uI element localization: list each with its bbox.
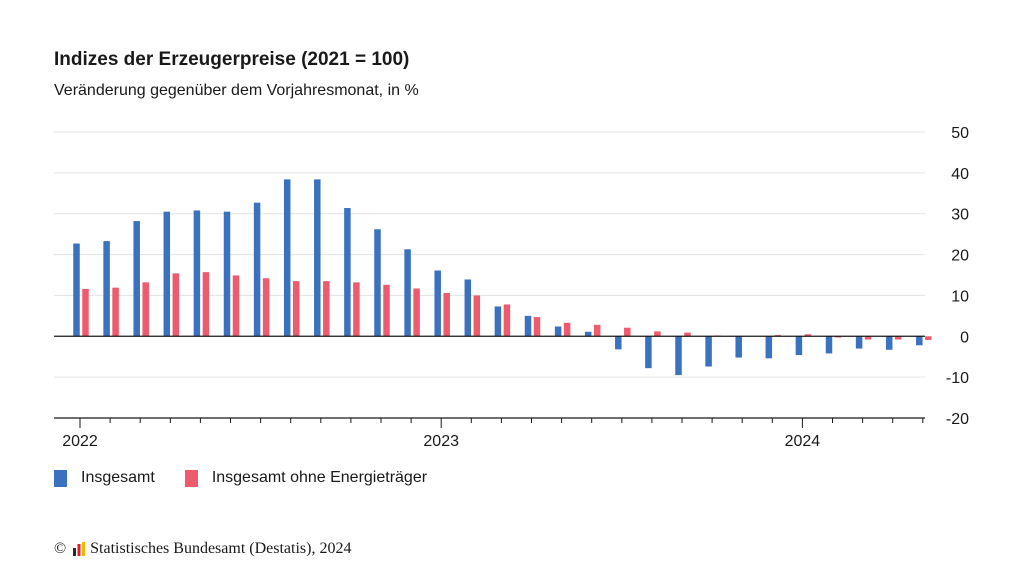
- bar-insgesamt-2023-08[interactable]: [645, 336, 652, 369]
- bar-ohne-energie-2024-04[interactable]: [894, 336, 902, 340]
- destatis-logo-icon: [73, 542, 86, 556]
- y-tick-label: -20: [946, 411, 969, 428]
- legend-swatch-insgesamt: [54, 469, 67, 487]
- bar-chart: 50 40 30 20 10 0 -10 -20 2022 2023 2024: [54, 125, 969, 450]
- bar-ohne-energie-2022-06[interactable]: [232, 275, 240, 337]
- source-footer: © Statistisches Bundesamt (Destatis), 20…: [54, 540, 351, 558]
- grid-lines: [54, 131, 925, 378]
- bar-insgesamt-2022-12[interactable]: [404, 249, 411, 337]
- bar-insgesamt-2024-05[interactable]: [916, 336, 923, 346]
- axes: 50 40 30 20 10 0 -10 -20 2022 2023 2024: [54, 125, 969, 450]
- bar-ohne-energie-2022-03[interactable]: [142, 282, 149, 337]
- bar-insgesamt-2023-02[interactable]: [464, 279, 472, 337]
- bar-insgesamt-2022-08[interactable]: [283, 179, 291, 337]
- bar-ohne-energie-2023-09[interactable]: [684, 332, 691, 337]
- bar-insgesamt-2022-06[interactable]: [223, 211, 231, 337]
- y-tick-label: 10: [951, 288, 969, 305]
- bar-insgesamt-2023-06[interactable]: [584, 331, 592, 337]
- y-tick-label: 20: [951, 248, 969, 265]
- bar-insgesamt-2022-09[interactable]: [314, 179, 321, 337]
- bar-insgesamt-2023-01[interactable]: [434, 270, 441, 337]
- bar-ohne-energie-2023-12[interactable]: [774, 335, 782, 337]
- bar-insgesamt-2022-10[interactable]: [344, 207, 351, 337]
- y-tick-label: 50: [951, 125, 969, 142]
- bar-ohne-energie-2022-04[interactable]: [172, 273, 180, 337]
- bar-insgesamt-2023-10[interactable]: [705, 336, 712, 367]
- legend-item-insgesamt[interactable]: Insgesamt: [54, 469, 155, 487]
- bar-ohne-energie-2024-03[interactable]: [864, 336, 872, 340]
- bar-insgesamt-2022-11[interactable]: [374, 229, 381, 337]
- legend: Insgesamt Insgesamt ohne Energieträger: [54, 469, 457, 487]
- x-year-label: 2024: [785, 433, 821, 450]
- bar-insgesamt-2022-03[interactable]: [133, 221, 140, 337]
- bar-insgesamt-2022-01[interactable]: [73, 243, 80, 337]
- chart-subtitle: Veränderung gegenüber dem Vorjahresmonat…: [54, 82, 419, 99]
- y-tick-label: 40: [951, 166, 969, 183]
- bar-ohne-energie-2022-12[interactable]: [413, 288, 420, 337]
- bars: [73, 179, 932, 376]
- bar-ohne-energie-2023-01[interactable]: [443, 292, 450, 337]
- bar-ohne-energie-2024-01[interactable]: [804, 334, 812, 337]
- legend-label-insgesamt: Insgesamt: [81, 469, 155, 486]
- bar-ohne-energie-2022-01[interactable]: [82, 288, 89, 337]
- bar-ohne-energie-2024-02[interactable]: [834, 336, 842, 338]
- bar-insgesamt-2023-04[interactable]: [524, 315, 532, 337]
- bar-ohne-energie-2023-06[interactable]: [593, 324, 601, 337]
- bar-ohne-energie-2024-05[interactable]: [925, 336, 932, 340]
- bar-ohne-energie-2023-03[interactable]: [503, 304, 511, 337]
- bar-insgesamt-2022-07[interactable]: [253, 202, 261, 337]
- bar-insgesamt-2023-09[interactable]: [675, 336, 682, 376]
- bar-insgesamt-2023-03[interactable]: [494, 306, 502, 337]
- y-tick-label: 0: [960, 329, 969, 346]
- bar-insgesamt-2024-04[interactable]: [885, 336, 893, 350]
- bar-insgesamt-2022-04[interactable]: [163, 211, 171, 337]
- legend-item-ohne-energie[interactable]: Insgesamt ohne Energieträger: [184, 469, 428, 487]
- bar-insgesamt-2023-12[interactable]: [765, 336, 773, 359]
- bar-insgesamt-2023-11[interactable]: [735, 336, 742, 358]
- chart-title: Indizes der Erzeugerpreise (2021 = 100): [54, 49, 410, 70]
- x-year-label: 2023: [423, 433, 459, 450]
- copyright-symbol: ©: [54, 540, 67, 557]
- source-text: Statistisches Bundesamt (Destatis), 2024: [90, 540, 352, 557]
- legend-swatch-ohne-energie: [184, 469, 198, 487]
- bar-ohne-energie-2023-07[interactable]: [624, 327, 631, 337]
- bar-ohne-energie-2023-04[interactable]: [533, 317, 541, 337]
- bar-insgesamt-2023-07[interactable]: [615, 336, 622, 350]
- bar-ohne-energie-2023-02[interactable]: [473, 295, 481, 337]
- bar-ohne-energie-2022-02[interactable]: [112, 287, 119, 337]
- x-year-label: 2022: [62, 433, 98, 450]
- bar-ohne-energie-2022-05[interactable]: [202, 272, 210, 337]
- bar-ohne-energie-2022-11[interactable]: [383, 284, 390, 337]
- bar-insgesamt-2024-01[interactable]: [795, 336, 803, 356]
- bar-ohne-energie-2022-10[interactable]: [353, 282, 360, 337]
- legend-label-ohne-energie: Insgesamt ohne Energieträger: [211, 469, 428, 486]
- bar-ohne-energie-2023-05[interactable]: [563, 322, 571, 337]
- y-tick-label: 30: [951, 207, 969, 224]
- y-tick-label: -10: [946, 370, 969, 387]
- bar-insgesamt-2022-02[interactable]: [103, 241, 110, 337]
- bar-insgesamt-2022-05[interactable]: [193, 210, 201, 337]
- bar-ohne-energie-2022-09[interactable]: [323, 281, 330, 337]
- bar-insgesamt-2024-02[interactable]: [825, 336, 833, 354]
- bar-insgesamt-2023-05[interactable]: [554, 326, 562, 337]
- bar-ohne-energie-2023-08[interactable]: [654, 331, 661, 337]
- bar-ohne-energie-2022-08[interactable]: [292, 281, 300, 337]
- bar-insgesamt-2024-03[interactable]: [855, 336, 863, 349]
- bar-ohne-energie-2022-07[interactable]: [262, 278, 270, 337]
